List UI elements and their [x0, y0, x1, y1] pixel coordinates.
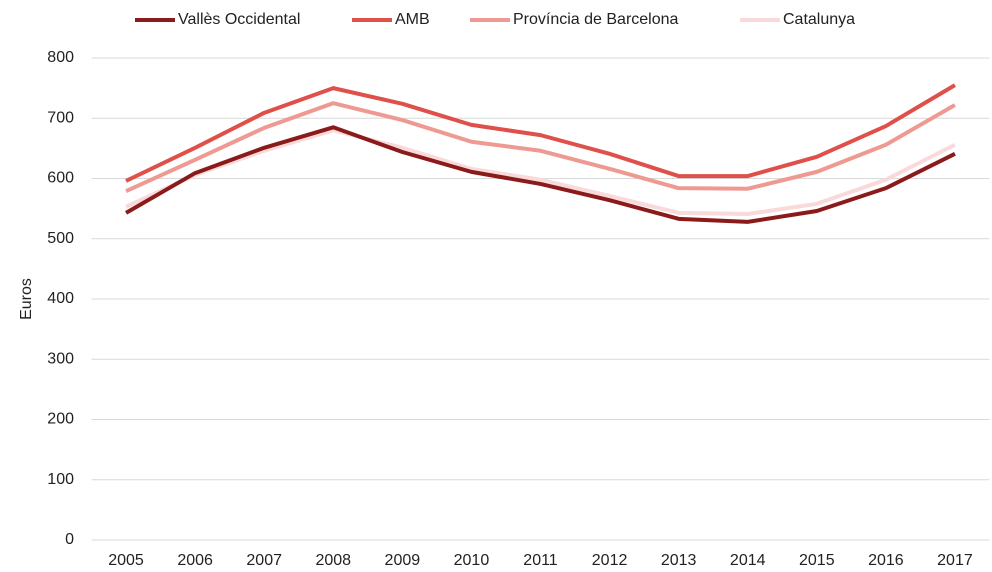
x-tick-label: 2007 — [246, 552, 282, 569]
x-tick-label: 2012 — [592, 552, 628, 569]
legend-label: Catalunya — [783, 11, 855, 28]
x-tick-label: 2011 — [523, 552, 558, 569]
x-tick-label: 2015 — [799, 552, 835, 569]
line-series — [125, 83, 956, 183]
line-series — [125, 101, 956, 193]
y-tick-label: 200 — [47, 411, 74, 428]
x-tick-label: 2008 — [315, 552, 351, 569]
x-tick-label: 2016 — [868, 552, 904, 569]
y-tick-label: 800 — [47, 49, 74, 66]
x-tick-label: 2014 — [730, 552, 766, 569]
line-series — [125, 128, 956, 217]
y-tick-label: 300 — [47, 350, 74, 367]
y-tick-label: 100 — [47, 471, 74, 488]
y-tick-label: 700 — [47, 109, 74, 126]
y-tick-label: 400 — [47, 290, 74, 307]
y-axis-label: Euros — [18, 278, 35, 320]
x-tick-label: 2017 — [937, 552, 973, 569]
legend-label: AMB — [395, 11, 430, 28]
line-series — [125, 125, 956, 224]
x-tick-label: 2010 — [454, 552, 490, 569]
legend-label: Vallès Occidental — [178, 11, 300, 28]
y-tick-label: 500 — [47, 230, 74, 247]
y-tick-label: 0 — [65, 531, 74, 548]
x-tick-label: 2005 — [108, 552, 144, 569]
x-tick-label: 2013 — [661, 552, 697, 569]
x-tick-label: 2006 — [177, 552, 213, 569]
x-tick-label: 2009 — [385, 552, 421, 569]
y-tick-label: 600 — [47, 170, 74, 187]
legend-label: Província de Barcelona — [513, 11, 679, 28]
